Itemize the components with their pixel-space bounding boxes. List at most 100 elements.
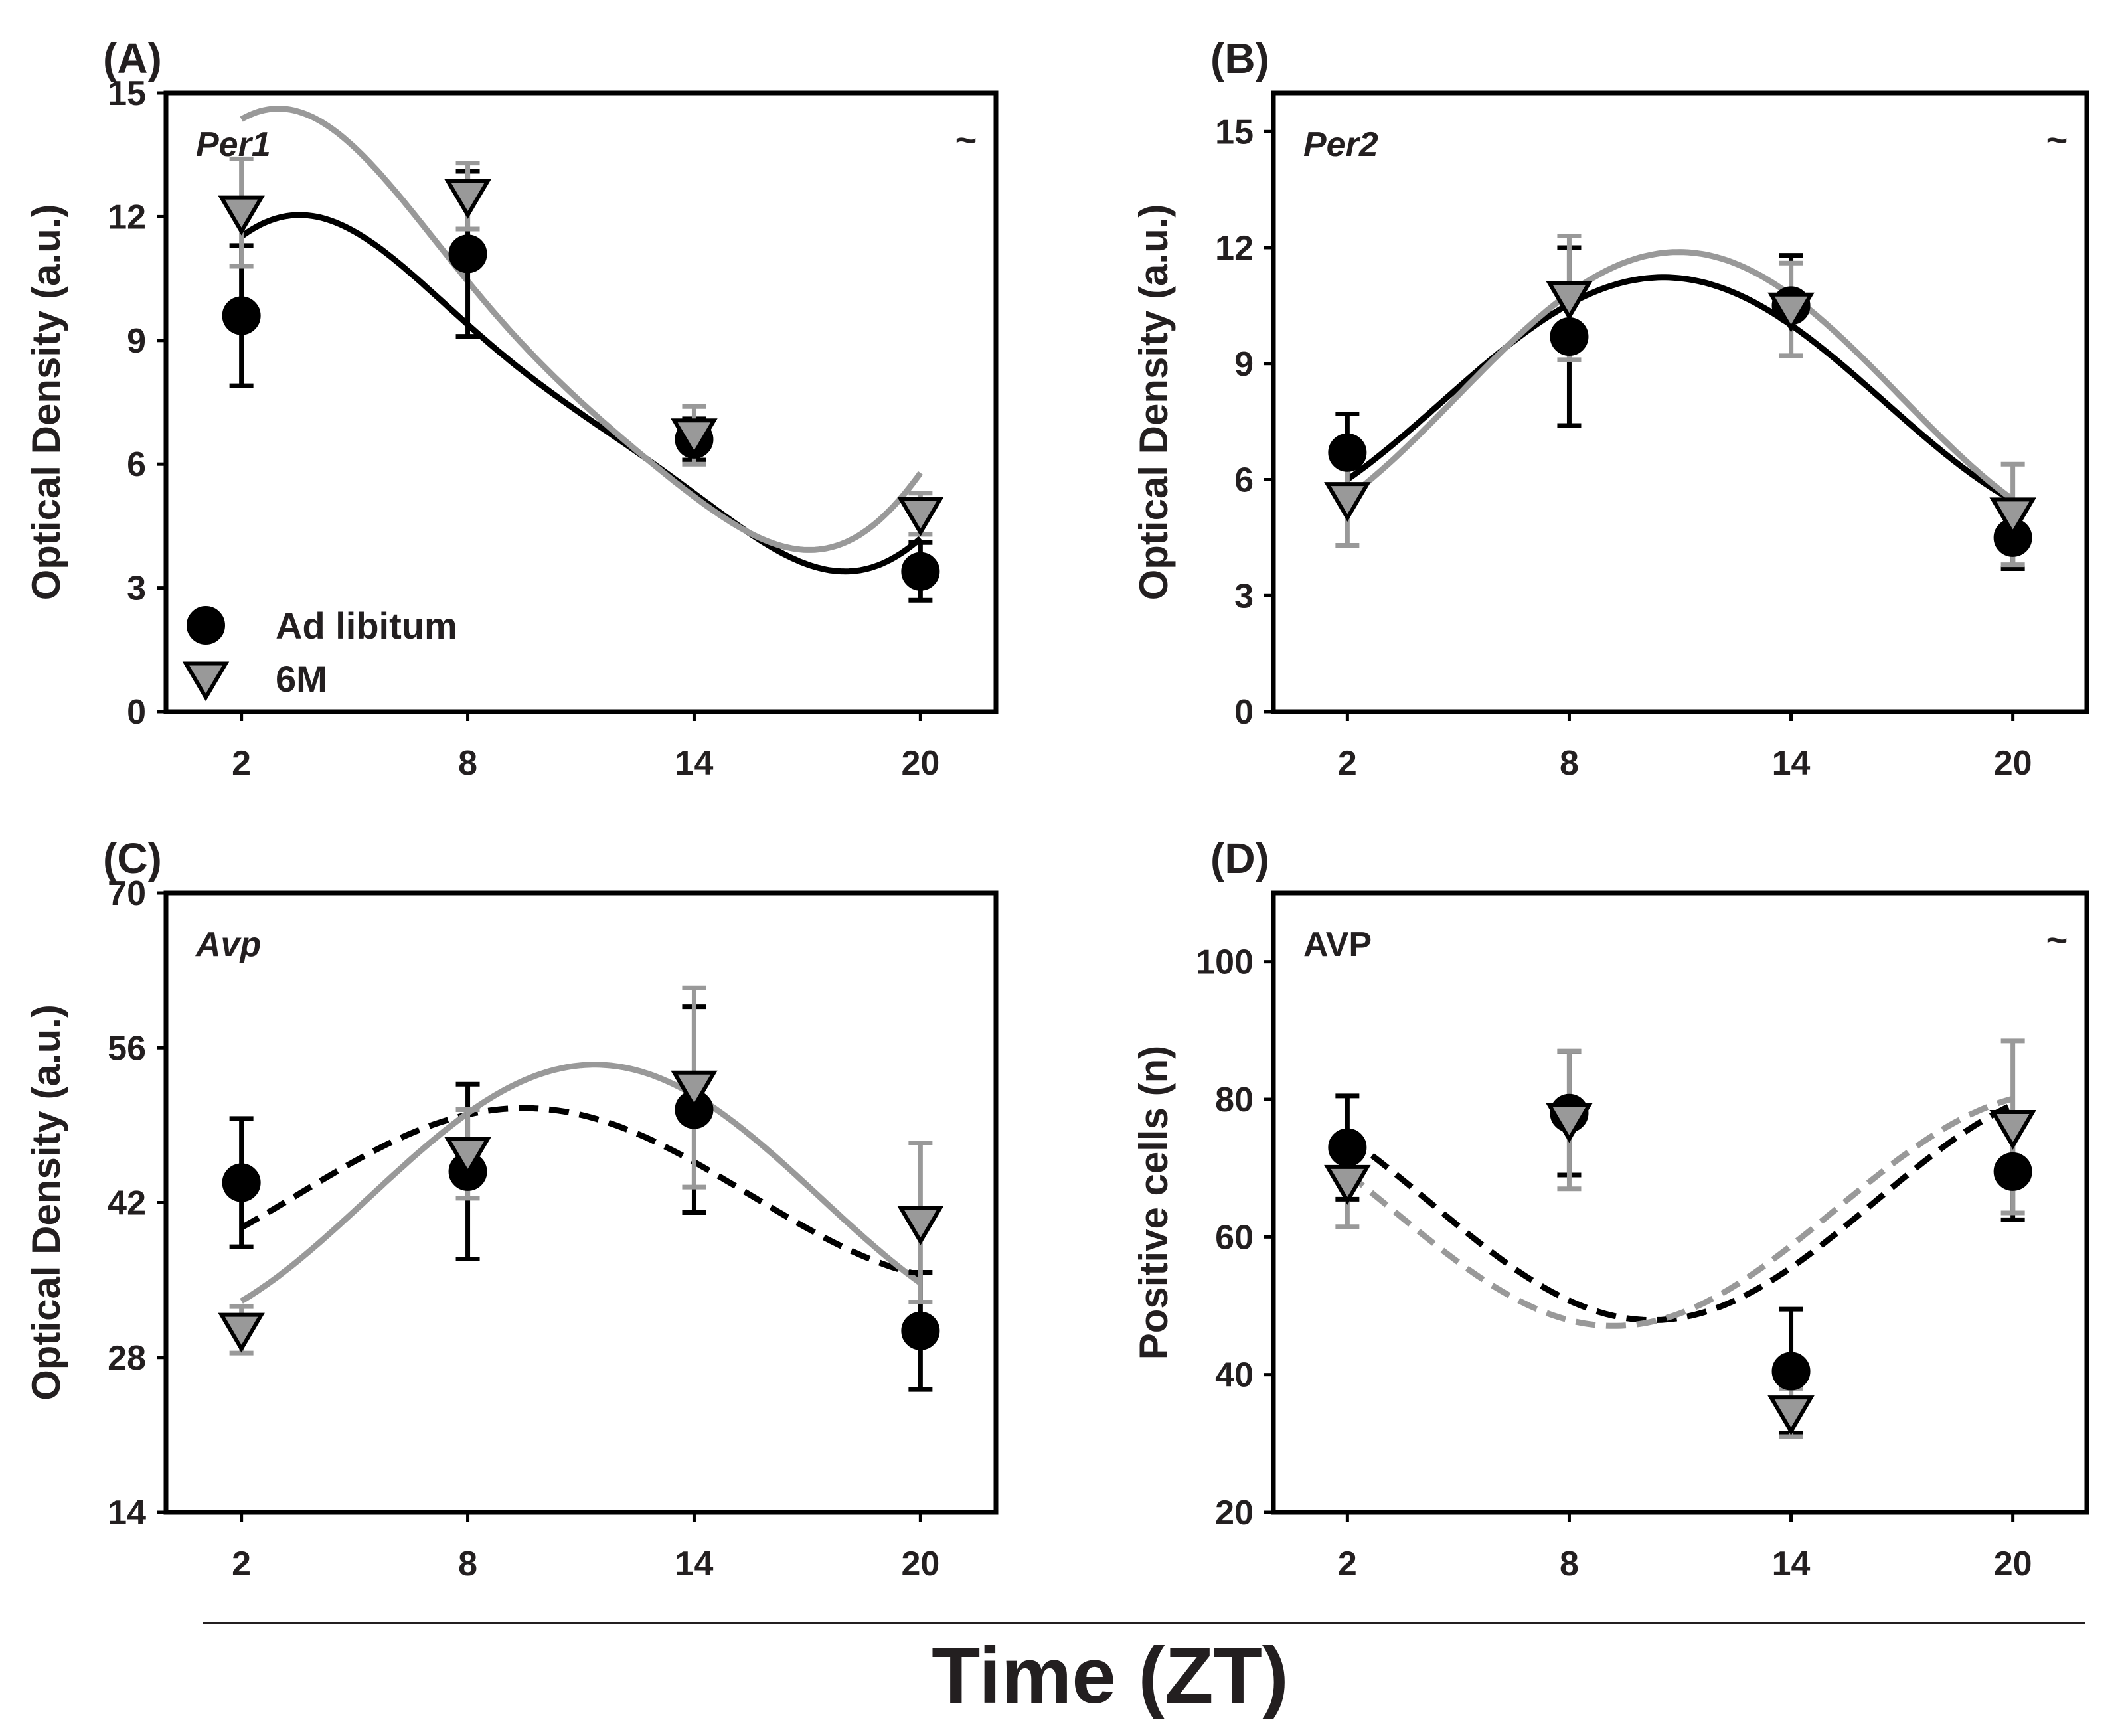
panel-a-ytick-label: 9 (127, 322, 146, 360)
legend-label: Ad libitum (276, 605, 457, 647)
legend-triangle-icon (182, 661, 230, 702)
panel-a-point-ad-libitum (222, 296, 261, 335)
panel-c-point-ad-libitum (222, 1163, 261, 1202)
panel-c-fit-curve-ad-libitum (240, 1105, 922, 1279)
panel-b-ytick-label: 12 (1215, 229, 1254, 268)
legend-item-6m: 6M (182, 658, 327, 702)
panel-b-ytick-label: 3 (1234, 577, 1254, 615)
panel-c-point-6m (218, 1312, 265, 1353)
panel-a-point-6m (218, 195, 265, 236)
panel-c-ylabel: Optical Density (a.u.) (24, 1004, 68, 1401)
panel-b-ytick-label: 0 (1234, 693, 1254, 732)
panel-b-ytick-label: 9 (1234, 345, 1254, 384)
panel-d-point-ad-libitum (1328, 1128, 1367, 1167)
panel-b-ylabel: Optical Density (a.u.) (1131, 204, 1176, 601)
panel-b-point-ad-libitum (1328, 433, 1367, 472)
panel-a-ylabel: Optical Density (a.u.) (24, 204, 68, 601)
panel-d-frame (1271, 890, 2089, 1515)
panel-b-point-6m (1324, 482, 1371, 522)
panel-c-ytick-label: 56 (108, 1029, 146, 1067)
panel-a-point-6m (671, 418, 718, 459)
legend: Ad libitum 6M (182, 605, 457, 702)
panel-b-point-6m (1989, 497, 2036, 538)
panel-d-ytick-label: 100 (1196, 943, 1254, 982)
panel-b-xtick-label: 8 (1560, 744, 1579, 783)
panel-d-fit-curve-ad-libitum (1345, 1101, 2014, 1324)
overall-x-axis-label: Time (ZT) (932, 1631, 1289, 1720)
panel-c-point-6m (671, 1070, 718, 1111)
panel-b-significance: ~ (2046, 119, 2068, 161)
panel-c-xtick-label: 8 (458, 1545, 477, 1583)
chart-panel-d: (D) 20 40 60 80 100 2 8 14 20 Positive cells (n) AV… (1131, 834, 2089, 1583)
panel-a-xtick-label: 20 (901, 744, 939, 783)
panel-a-xtick-label: 8 (458, 744, 477, 783)
panel-c-gene-label: Avp (195, 925, 261, 964)
panel-a-point-6m (897, 497, 944, 537)
panel-b-gene-label: Per2 (1303, 125, 1378, 164)
panel-c-frame (163, 890, 999, 1515)
panel-c-ytick-label: 14 (108, 1494, 146, 1532)
panel-a-xtick-label: 2 (232, 744, 251, 783)
panel-b-frame (1271, 90, 2089, 714)
panel-b-point-6m (1546, 281, 1593, 321)
panel-c-point-ad-libitum (901, 1311, 940, 1350)
panel-b-point-6m (1767, 292, 1815, 333)
panel-d-ytick-label: 20 (1215, 1494, 1254, 1532)
panel-c-ytick-label: 70 (108, 874, 146, 913)
panel-b-ytick-label: 6 (1234, 461, 1254, 500)
chart-panel-b: (B) 0 3 6 9 12 15 2 8 14 20 Optical Density (a.u.) P… (1131, 35, 2089, 783)
panel-a-ytick-label: 12 (108, 198, 146, 236)
panel-a-ytick-label: 15 (108, 74, 146, 113)
panel-d-xtick-label: 14 (1772, 1545, 1811, 1583)
panel-a-ytick-label: 3 (127, 570, 146, 608)
panel-a-letter: (A) (103, 35, 162, 82)
panel-c-xtick-label: 20 (901, 1545, 939, 1583)
panel-b-point-ad-libitum (1550, 317, 1589, 356)
panel-c-fit-curve-6m (240, 1062, 923, 1304)
panel-a-xtick-label: 14 (675, 744, 714, 783)
panel-d-point-ad-libitum (1993, 1152, 2032, 1191)
panel-a-ytick-label: 6 (127, 445, 146, 484)
panel-b-fit-curve-6m (1345, 249, 2015, 503)
panel-d-xtick-label: 2 (1338, 1545, 1357, 1583)
panel-d-xtick-label: 8 (1560, 1545, 1579, 1583)
legend-circle-icon (187, 606, 225, 645)
panel-a-frame (163, 90, 999, 714)
panel-d-significance: ~ (2046, 919, 2068, 961)
panel-c-letter: (C) (103, 834, 162, 882)
panel-c-point-6m (897, 1205, 944, 1245)
panel-c-ytick-label: 28 (108, 1339, 146, 1378)
panel-d-point-6m (1989, 1109, 2036, 1150)
panel-c-xtick-label: 2 (232, 1545, 251, 1583)
panel-b-xtick-label: 14 (1772, 744, 1811, 783)
panel-c-xtick-label: 14 (675, 1545, 714, 1583)
panel-a-point-6m (444, 179, 491, 219)
panel-d-ytick-label: 40 (1215, 1356, 1254, 1395)
panel-d-letter: (D) (1210, 834, 1269, 882)
panel-c-point-6m (444, 1137, 491, 1177)
panel-b-fit-curve-ad-libitum (1345, 274, 2014, 503)
panel-d-point-6m (1546, 1103, 1593, 1143)
panel-d-ylabel: Positive cells (n) (1131, 1046, 1176, 1360)
panel-b-xtick-label: 2 (1338, 744, 1357, 783)
panel-d-xtick-label: 20 (1994, 1545, 2032, 1583)
panel-d-fit-curve-6m (1345, 1095, 2014, 1329)
panel-a-fit-curve-6m (240, 106, 924, 553)
panel-d-point-6m (1324, 1164, 1371, 1205)
panel-b-xtick-label: 20 (1994, 744, 2032, 783)
panel-a-significance: ~ (955, 119, 977, 161)
panel-b-letter: (B) (1210, 35, 1269, 82)
panel-b-ytick-label: 15 (1215, 113, 1254, 151)
panel-d-ytick-label: 80 (1215, 1081, 1254, 1119)
legend-item-ad-libitum: Ad libitum (187, 605, 457, 647)
panel-a-ytick-label: 0 (127, 693, 146, 732)
legend-label: 6M (276, 658, 327, 700)
panel-c-ytick-label: 42 (108, 1184, 146, 1223)
panel-d-point-ad-libitum (1771, 1352, 1811, 1391)
panel-d-point-6m (1767, 1395, 1815, 1436)
panel-d-ytick-label: 60 (1215, 1218, 1254, 1257)
